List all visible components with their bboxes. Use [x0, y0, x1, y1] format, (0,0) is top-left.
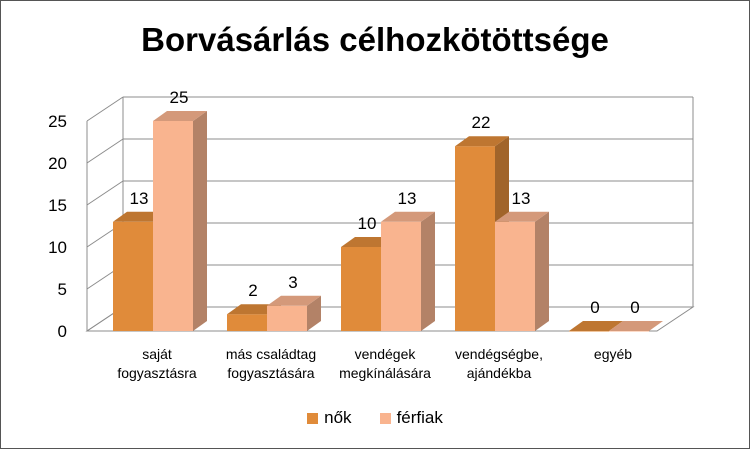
bar — [267, 305, 307, 331]
bar — [341, 247, 381, 331]
x-tick-label: más családtag — [226, 346, 316, 362]
bar-top — [267, 295, 321, 306]
gridline-side — [86, 138, 124, 164]
x-tick-label: vendégségbe, — [455, 346, 543, 362]
bar-side — [307, 295, 321, 331]
data-label: 3 — [288, 273, 297, 292]
data-label: 13 — [512, 189, 531, 208]
y-tick-label: 25 — [48, 112, 67, 131]
bar-side — [535, 211, 549, 331]
bar — [569, 331, 609, 332]
data-label: 0 — [630, 298, 639, 317]
data-label: 10 — [358, 214, 377, 233]
bar — [381, 221, 421, 331]
x-tick-label: vendégek — [355, 346, 417, 362]
legend-item: férfiak — [379, 408, 443, 428]
legend-swatch — [307, 412, 319, 424]
bar-side — [193, 111, 207, 331]
bar — [153, 121, 193, 331]
bar — [113, 221, 153, 331]
x-tick-label: egyéb — [594, 346, 632, 362]
bar — [227, 314, 267, 331]
x-tick-label: megkínálására — [339, 365, 431, 381]
bar — [455, 146, 495, 331]
y-tick-label: 10 — [48, 238, 67, 257]
bar-top — [153, 111, 207, 121]
data-label: 0 — [590, 298, 599, 317]
bar-top — [609, 321, 663, 331]
y-tick-label: 0 — [58, 322, 67, 341]
legend-label: nők — [324, 408, 352, 427]
gridline-side — [86, 96, 124, 122]
chart-title: Borvásárlás célhozkötöttsége — [141, 21, 609, 58]
y-tick-label: 15 — [48, 196, 67, 215]
data-label: 13 — [130, 189, 149, 208]
bar — [609, 331, 649, 332]
data-label: 25 — [170, 88, 189, 107]
bar-top — [455, 136, 509, 147]
y-tick-label: 20 — [48, 154, 67, 173]
bar-top — [381, 211, 435, 222]
gridline-side — [86, 180, 124, 206]
bar-side — [421, 211, 435, 331]
data-label: 22 — [472, 113, 491, 132]
bar-top — [495, 211, 549, 222]
y-tick-label: 5 — [58, 280, 67, 299]
x-tick-label: saját — [142, 346, 172, 362]
legend-swatch — [379, 412, 391, 424]
legend-item: nők — [307, 408, 352, 428]
x-tick-label: fogyasztására — [227, 365, 314, 381]
legend-label: férfiak — [396, 408, 443, 427]
bar — [495, 221, 535, 331]
x-tick-label: fogyasztásra — [117, 365, 197, 381]
data-label: 2 — [248, 281, 257, 300]
bar-top — [569, 321, 623, 331]
chart-legend: nők férfiak — [1, 408, 749, 428]
data-label: 13 — [398, 189, 417, 208]
x-tick-label: ajándékba — [467, 365, 532, 381]
